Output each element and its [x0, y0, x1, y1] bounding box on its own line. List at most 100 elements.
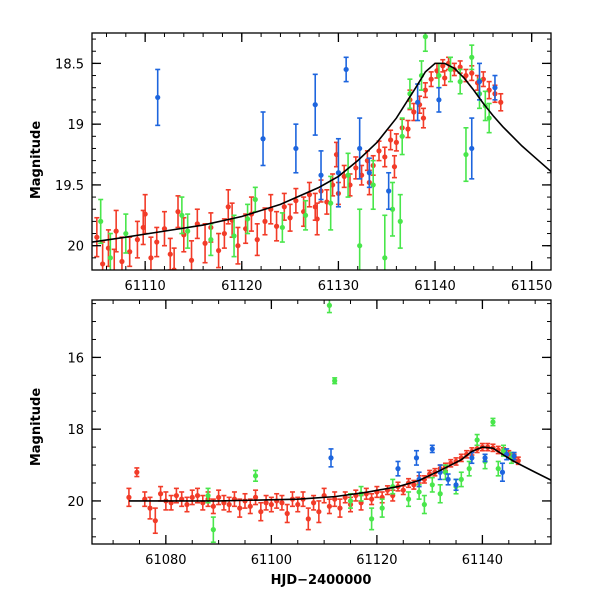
top-red-marker	[382, 154, 388, 160]
top-green-point	[231, 214, 237, 258]
top-green-point	[302, 199, 309, 231]
bottom-red-point	[274, 492, 280, 509]
top-green-marker	[231, 233, 237, 239]
bottom-red-marker	[157, 491, 164, 497]
top-red-point	[127, 236, 133, 268]
bottom-green-point	[210, 516, 216, 544]
bottom-red-point	[184, 496, 190, 513]
top-red-point	[422, 82, 428, 99]
top-red-marker	[287, 215, 293, 221]
top-green-point	[244, 203, 251, 235]
bottom-model-curve	[128, 446, 551, 502]
top-red-point	[359, 164, 365, 186]
bottom-green-marker	[369, 516, 375, 522]
top-y-tick-label: 20	[67, 240, 84, 255]
top-green-marker	[357, 243, 363, 249]
top-green-marker	[185, 228, 191, 234]
top-red-marker	[442, 75, 448, 81]
top-blue-marker	[476, 79, 483, 85]
top-green-point	[357, 208, 363, 270]
top-red-point	[293, 187, 299, 214]
bottom-blue-marker	[482, 455, 488, 461]
top-red-point	[405, 119, 411, 139]
bottom-blue-marker	[413, 455, 420, 461]
top-red-point	[498, 92, 504, 112]
top-green-point	[370, 159, 376, 211]
top-green-marker	[252, 196, 258, 203]
bottom-green-marker	[474, 437, 480, 443]
bottom-green-point	[437, 483, 443, 504]
bottom-red-marker	[147, 505, 153, 511]
bottom-red-point	[247, 498, 253, 515]
top-green-point	[185, 213, 191, 249]
bottom-series-red	[126, 442, 521, 535]
bottom-green-marker	[466, 466, 472, 472]
top-red-marker	[463, 72, 469, 79]
bottom-plot-area	[126, 300, 551, 544]
bottom-red-point	[152, 507, 158, 535]
top-red-marker	[119, 258, 125, 265]
bottom-red-point	[189, 489, 195, 506]
top-red-marker	[100, 261, 106, 267]
top-red-point	[387, 129, 394, 151]
bottom-blue-point	[395, 460, 401, 477]
bottom-red-point	[326, 498, 333, 515]
bottom-red-point	[369, 492, 375, 506]
bottom-red-marker	[515, 458, 521, 464]
top-red-marker	[387, 137, 394, 143]
top-red-marker	[422, 87, 428, 93]
top-red-point	[393, 133, 399, 152]
bottom-red-marker	[226, 501, 232, 508]
bottom-red-marker	[316, 509, 322, 515]
bottom-red-point	[363, 487, 369, 500]
top-red-point	[382, 146, 388, 168]
top-red-point	[314, 202, 320, 236]
top-red-point	[167, 237, 173, 270]
bottom-series-blue	[328, 444, 517, 491]
bottom-red-point	[168, 494, 174, 511]
top-blue-marker	[260, 136, 266, 142]
bottom-red-point	[316, 500, 322, 524]
top-green-marker	[345, 172, 351, 178]
top-green-marker	[98, 218, 104, 224]
bottom-x-tick-label: 61120	[356, 553, 397, 568]
bottom-red-marker	[284, 510, 290, 517]
bottom-red-marker	[268, 501, 274, 508]
top-plot-area	[92, 33, 551, 270]
bottom-blue-marker	[511, 453, 517, 459]
top-red-point	[111, 248, 117, 270]
bottom-blue-marker	[499, 469, 506, 475]
bottom-blue-marker	[445, 476, 451, 483]
bottom-blue-point	[453, 478, 459, 491]
top-green-point	[422, 33, 428, 53]
top-red-point	[134, 220, 141, 259]
top-red-point	[113, 209, 119, 253]
bottom-x-axis-label: HJD−2400000	[271, 573, 372, 588]
top-blue-point	[343, 56, 349, 83]
top-green-point	[463, 127, 469, 183]
bottom-red-point	[332, 491, 338, 508]
top-green-marker	[382, 255, 388, 261]
top-red-marker	[428, 76, 434, 82]
top-red-point	[221, 218, 227, 249]
top-blue-point	[436, 86, 442, 113]
top-red-point	[268, 193, 274, 225]
top-red-marker	[161, 226, 168, 232]
bottom-blue-point	[499, 462, 506, 483]
top-red-point	[235, 226, 241, 265]
bottom-panel: 61080 61100 61120 61140 16 18 20	[67, 299, 552, 568]
top-red-marker	[254, 237, 260, 243]
top-blue-point	[335, 137, 342, 208]
bottom-red-point	[142, 491, 148, 508]
bottom-green-marker	[210, 527, 216, 533]
top-red-marker	[273, 223, 280, 229]
top-red-point	[420, 107, 427, 129]
bottom-green-marker	[379, 505, 385, 511]
bottom-red-marker	[263, 500, 269, 506]
top-red-marker	[405, 126, 411, 132]
bottom-green-marker	[490, 419, 496, 425]
bottom-green-point	[429, 476, 435, 493]
top-red-point	[161, 210, 168, 247]
top-green-marker	[179, 212, 185, 218]
top-green-marker	[436, 72, 442, 79]
